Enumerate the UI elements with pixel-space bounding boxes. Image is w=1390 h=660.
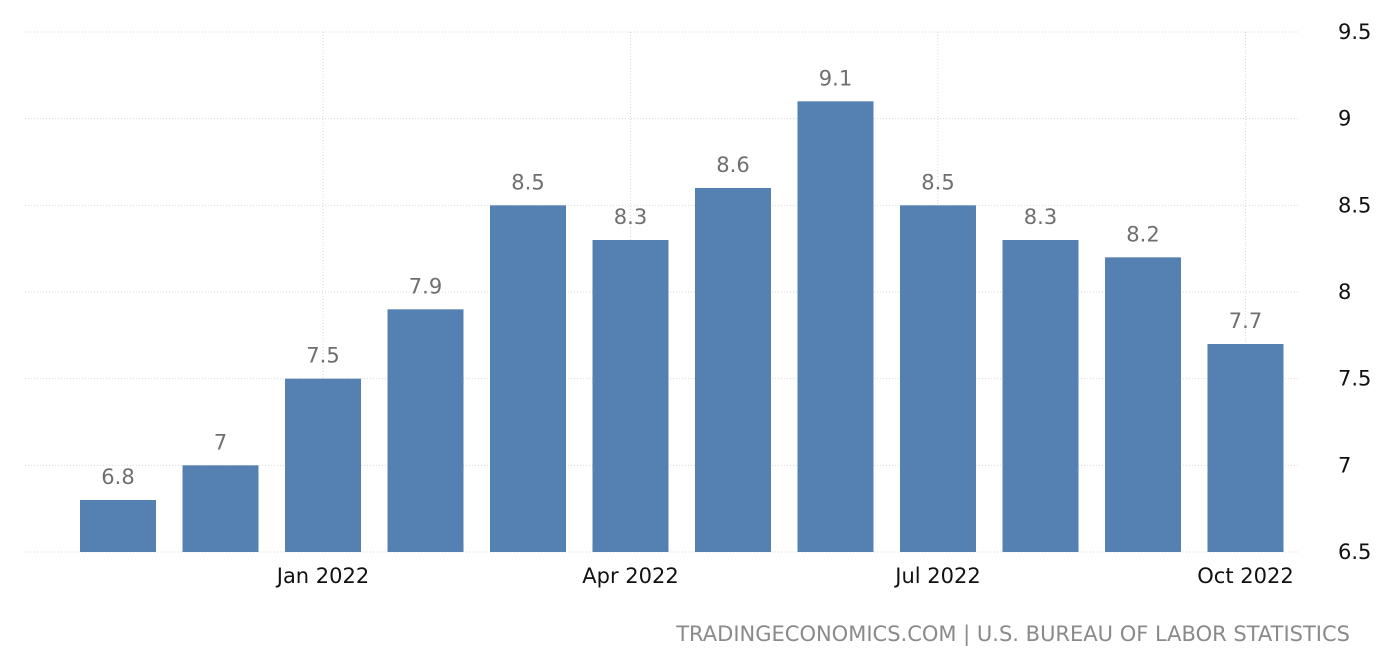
bar bbox=[387, 309, 464, 552]
y-tick-label: 8.5 bbox=[1338, 193, 1371, 217]
bar-value-label: 6.8 bbox=[101, 465, 134, 489]
bar-value-label: 7.5 bbox=[306, 344, 339, 368]
bar-value-label: 8.2 bbox=[1126, 222, 1159, 246]
x-tick-label: Jan 2022 bbox=[275, 564, 370, 588]
bar-value-label: 7.7 bbox=[1229, 309, 1262, 333]
bar bbox=[80, 500, 156, 552]
x-tick-label: Apr 2022 bbox=[582, 564, 678, 588]
y-tick-label: 7.5 bbox=[1338, 367, 1371, 391]
x-tick-label: Oct 2022 bbox=[1197, 564, 1293, 588]
y-tick-label: 7 bbox=[1338, 453, 1351, 477]
bar bbox=[900, 205, 976, 553]
bar bbox=[695, 188, 771, 552]
bar-value-label: 7 bbox=[214, 430, 227, 454]
y-tick-label: 8 bbox=[1338, 280, 1351, 304]
bar bbox=[1207, 344, 1284, 552]
y-tick-label: 6.5 bbox=[1338, 540, 1371, 564]
bar-value-label: 7.9 bbox=[409, 274, 442, 298]
bar-value-label: 8.5 bbox=[511, 170, 544, 194]
y-tick-label: 9.5 bbox=[1338, 20, 1371, 44]
x-tick-label: Jul 2022 bbox=[893, 564, 980, 588]
bar bbox=[1105, 257, 1181, 552]
source-footer: TRADINGECONOMICS.COM | U.S. BUREAU OF LA… bbox=[676, 622, 1350, 646]
bar bbox=[1002, 240, 1079, 552]
bar-value-label: 8.3 bbox=[1024, 205, 1057, 229]
bar-value-label: 9.1 bbox=[819, 66, 852, 90]
bar bbox=[592, 240, 669, 552]
bar-value-label: 8.5 bbox=[921, 170, 954, 194]
bar-value-label: 8.3 bbox=[614, 205, 647, 229]
bar bbox=[182, 465, 259, 552]
bar-value-label: 8.6 bbox=[716, 153, 749, 177]
y-tick-label: 9 bbox=[1338, 107, 1351, 131]
bar bbox=[285, 378, 361, 552]
bar bbox=[797, 101, 874, 552]
bar bbox=[490, 205, 566, 553]
